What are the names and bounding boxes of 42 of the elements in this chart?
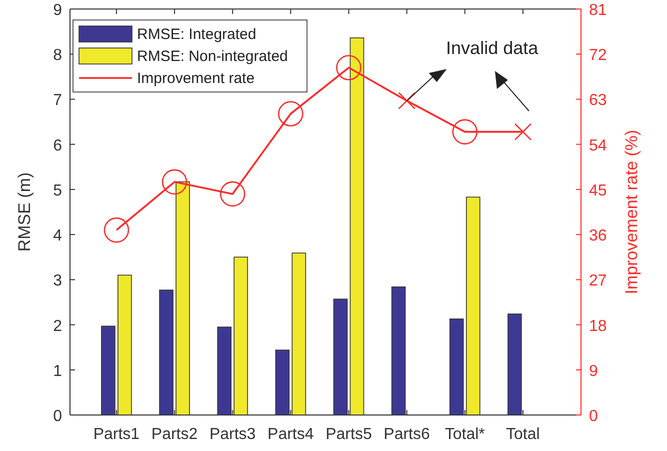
y2-axis-title: Improvement rate (%) xyxy=(622,130,641,294)
x-tick-label: Parts1 xyxy=(93,426,140,443)
legend-label: RMSE: Non-integrated xyxy=(137,48,288,65)
x-tick-label: Parts6 xyxy=(384,426,430,443)
y2-tick-label: 36 xyxy=(589,228,607,245)
y-tick-label: 7 xyxy=(53,92,62,110)
point xyxy=(514,123,532,140)
point xyxy=(278,101,304,126)
point xyxy=(452,119,478,144)
y2-tick-label: 54 xyxy=(589,137,607,154)
point xyxy=(104,217,130,243)
y-tick-label: 8 xyxy=(53,47,62,64)
y2-tick-label: 9 xyxy=(589,362,598,380)
y2-tick-label: 81 xyxy=(589,2,607,19)
point xyxy=(336,54,362,80)
x-tick-label: Parts2 xyxy=(151,426,198,443)
y2-tick-label: 72 xyxy=(589,47,607,64)
x-tick-label: Parts3 xyxy=(209,426,256,443)
y-tick-label: 9 xyxy=(53,2,62,19)
y-axis-title: RMSE (m) xyxy=(15,172,34,252)
legend-label: Improvement rate xyxy=(137,70,255,87)
y-tick-label: 1 xyxy=(53,362,62,380)
y-tick-label: 3 xyxy=(53,272,62,290)
legend-label: RMSE: Integrated xyxy=(137,26,256,43)
y-tick-label: 2 xyxy=(53,318,62,335)
y-tick-label: 5 xyxy=(53,182,62,200)
point xyxy=(220,181,246,207)
y-tick-label: 0 xyxy=(53,408,62,425)
x-tick-label: Parts5 xyxy=(326,426,372,443)
point xyxy=(398,92,416,110)
annotation: Invalid data xyxy=(446,38,540,58)
y2-tick-label: 18 xyxy=(589,318,607,335)
y2-tick-label: 27 xyxy=(589,272,607,290)
x-tick-label: Total xyxy=(506,426,540,443)
y2-tick-label: 0 xyxy=(589,408,598,425)
point xyxy=(162,169,188,195)
x-tick-label: Parts4 xyxy=(268,426,314,443)
x-tick-label: Total* xyxy=(444,426,485,443)
y2-tick-label: 63 xyxy=(589,92,607,110)
y2-tick-label: 45 xyxy=(589,182,607,200)
y-tick-label: 4 xyxy=(53,228,62,245)
y-tick-label: 6 xyxy=(53,137,62,154)
